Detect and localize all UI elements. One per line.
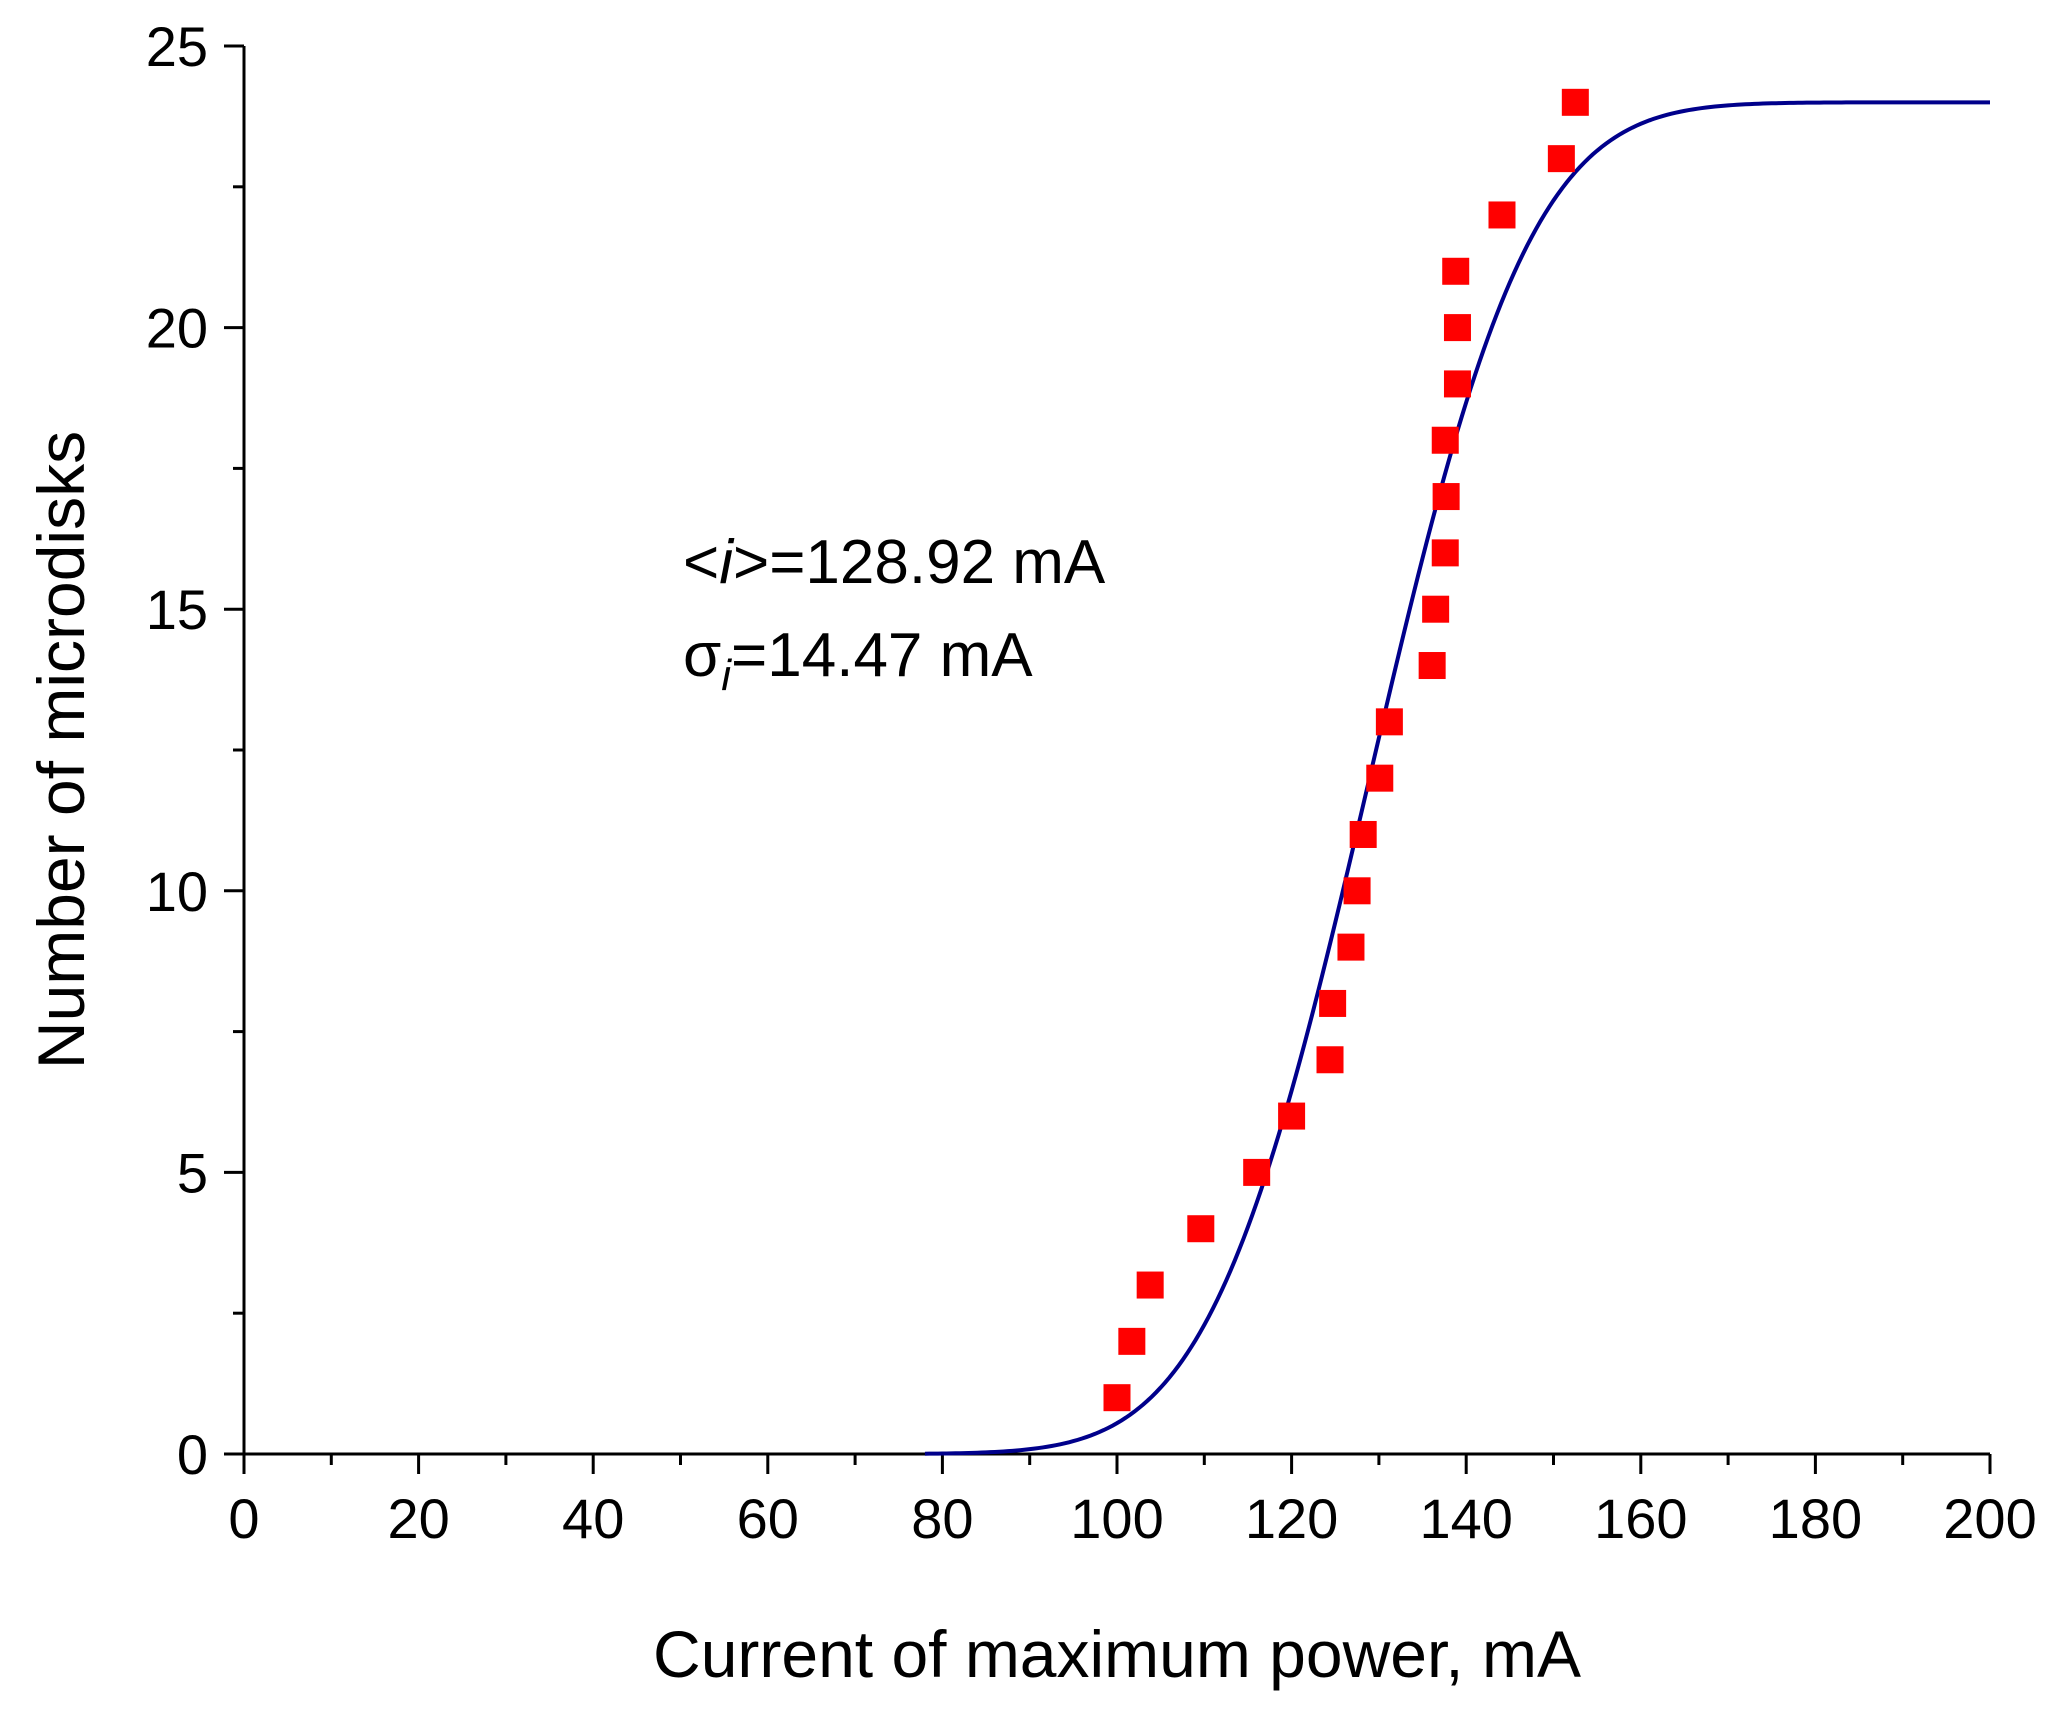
data-point (1561, 88, 1589, 116)
x-tick-label: 0 (228, 1487, 259, 1550)
x-tick-label: 40 (562, 1487, 624, 1550)
data-point (1375, 708, 1403, 736)
x-tick-label: 80 (911, 1487, 973, 1550)
data-point (1431, 539, 1459, 567)
tick-labels: 0 20 40 60 80 100 120 140 160 180 200 0 5 10 15 20 25 (146, 15, 2037, 1550)
data-point (1337, 933, 1365, 961)
data-point (1443, 370, 1471, 398)
sigma-annotation: σi=14.47 mA (683, 621, 1033, 700)
x-tick-label: 60 (737, 1487, 799, 1550)
x-tick-label: 180 (1769, 1487, 1862, 1550)
data-point (1349, 820, 1377, 848)
data-point (1418, 652, 1446, 680)
sigma-annotation-symbol: σ (683, 621, 721, 690)
data-point (1136, 1271, 1164, 1299)
x-tick-label: 120 (1245, 1487, 1338, 1550)
mean-annotation-prefix: < (683, 528, 719, 597)
axes (242, 46, 1990, 1456)
data-point (1366, 764, 1394, 792)
y-axis-title: Number of microdisks (24, 431, 98, 1069)
x-tick-label: 160 (1594, 1487, 1687, 1550)
data-point (1432, 483, 1460, 511)
y-tick-label: 10 (146, 860, 208, 923)
x-tick-label: 20 (387, 1487, 449, 1550)
x-tick-label: 200 (1943, 1487, 2036, 1550)
x-axis-title: Current of maximum power, mA (653, 1617, 1581, 1691)
data-point (1431, 426, 1459, 454)
mean-annotation-italic: i (719, 528, 735, 597)
y-tick-label: 0 (177, 1423, 208, 1486)
y-tick-label: 20 (146, 297, 208, 360)
data-point (1443, 314, 1471, 342)
x-tick-label: 140 (1419, 1487, 1512, 1550)
data-point (1442, 257, 1470, 285)
sigma-annotation-suffix: =14.47 mA (731, 621, 1033, 690)
data-point (1278, 1102, 1306, 1130)
data-point (1547, 145, 1575, 173)
data-points (1103, 88, 1589, 1412)
data-point (1319, 989, 1347, 1017)
x-tick-label: 100 (1070, 1487, 1163, 1550)
data-point (1343, 877, 1371, 905)
y-tick-label: 25 (146, 15, 208, 78)
data-point (1488, 201, 1516, 229)
data-point (1422, 595, 1450, 623)
sigma-annotation-subscript: i (721, 651, 732, 700)
mean-annotation-suffix: >=128.92 mA (733, 528, 1106, 597)
ticks (224, 44, 1992, 1474)
fit-curve (924, 100, 1990, 1456)
data-point (1118, 1327, 1146, 1355)
mean-annotation: <i>=128.92 mA (683, 528, 1106, 597)
y-tick-label: 15 (146, 578, 208, 641)
data-point (1243, 1158, 1271, 1186)
y-tick-label: 5 (177, 1141, 208, 1204)
data-point (1187, 1215, 1215, 1243)
data-point (1103, 1384, 1131, 1412)
data-point (1316, 1046, 1344, 1074)
